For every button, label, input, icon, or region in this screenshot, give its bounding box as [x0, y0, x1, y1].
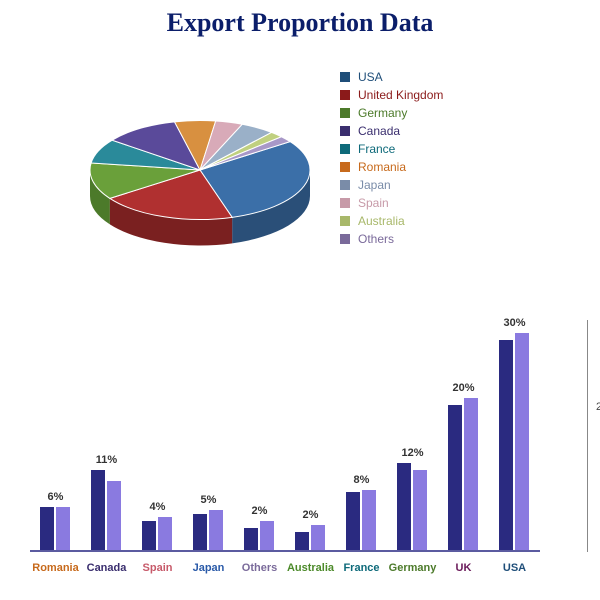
legend-item: Canada [340, 124, 443, 138]
legend-item: Spain [340, 196, 443, 210]
bar-secondary [158, 517, 172, 550]
legend-swatch [340, 180, 350, 190]
bar-percent-label: 30% [485, 317, 545, 329]
legend-swatch [340, 90, 350, 100]
legend-swatch [340, 108, 350, 118]
legend-item: Germany [340, 106, 443, 120]
pie-chart [60, 70, 340, 290]
legend-swatch [340, 216, 350, 226]
bar-secondary [413, 470, 427, 550]
bar-secondary [515, 333, 529, 551]
bar-secondary [56, 507, 70, 551]
legend-label: France [358, 142, 395, 156]
legend-label: Spain [358, 196, 389, 210]
legend-label: USA [358, 70, 383, 84]
bar-primary [295, 532, 309, 550]
legend-item: Romania [340, 160, 443, 174]
legend-label: United Kingdom [358, 88, 443, 102]
legend-label: Canada [358, 124, 400, 138]
bar-secondary [464, 398, 478, 550]
legend-swatch [340, 126, 350, 136]
bar-secondary [362, 490, 376, 550]
bar-primary [244, 528, 258, 550]
bar-secondary [260, 521, 274, 550]
legend-label: Australia [358, 214, 405, 228]
legend-label: Romania [358, 160, 406, 174]
legend-swatch [340, 198, 350, 208]
legend-item: Others [340, 232, 443, 246]
bar-percent-label: 8% [332, 474, 392, 486]
page-title: Export Proportion Data [0, 8, 600, 38]
legend-item: United Kingdom [340, 88, 443, 102]
legend-swatch [340, 72, 350, 82]
bar-primary [499, 340, 513, 550]
legend-label: Others [358, 232, 394, 246]
legend-item: Australia [340, 214, 443, 228]
bar-primary [346, 492, 360, 550]
bar-secondary [311, 525, 325, 550]
legend-item: Japan [340, 178, 443, 192]
legend-item: France [340, 142, 443, 156]
bar-primary [397, 463, 411, 550]
bar-secondary [107, 481, 121, 550]
bar-primary [448, 405, 462, 550]
legend-label: Japan [358, 178, 391, 192]
legend-swatch [340, 162, 350, 172]
bar-secondary [209, 510, 223, 550]
legend: USA United Kingdom Germany Canada France Roma… [340, 70, 443, 250]
bar-primary [193, 514, 207, 550]
bar-percent-label: 2% [281, 509, 341, 521]
legend-swatch [340, 234, 350, 244]
bar-chart: 6%11%4%5%2%2%8%12%20%30% 200 RomaniaCana… [0, 320, 600, 592]
legend-label: Germany [358, 106, 407, 120]
bar-percent-label: 20% [434, 382, 494, 394]
bar-primary [40, 507, 54, 551]
bar-percent-label: 12% [383, 447, 443, 459]
y-axis: 200 [587, 320, 588, 552]
bar-category-label: USA [485, 562, 545, 574]
legend-swatch [340, 144, 350, 154]
bar-percent-label: 6% [26, 491, 86, 503]
bar-primary [91, 470, 105, 550]
bar-percent-label: 11% [77, 454, 137, 466]
bar-primary [142, 521, 156, 550]
page: Export Proportion Data USA United Kingdom… [0, 0, 600, 600]
bar-area: 6%11%4%5%2%2%8%12%20%30% [30, 320, 540, 552]
legend-item: USA [340, 70, 443, 84]
y-tick-label: 200 [596, 401, 600, 413]
